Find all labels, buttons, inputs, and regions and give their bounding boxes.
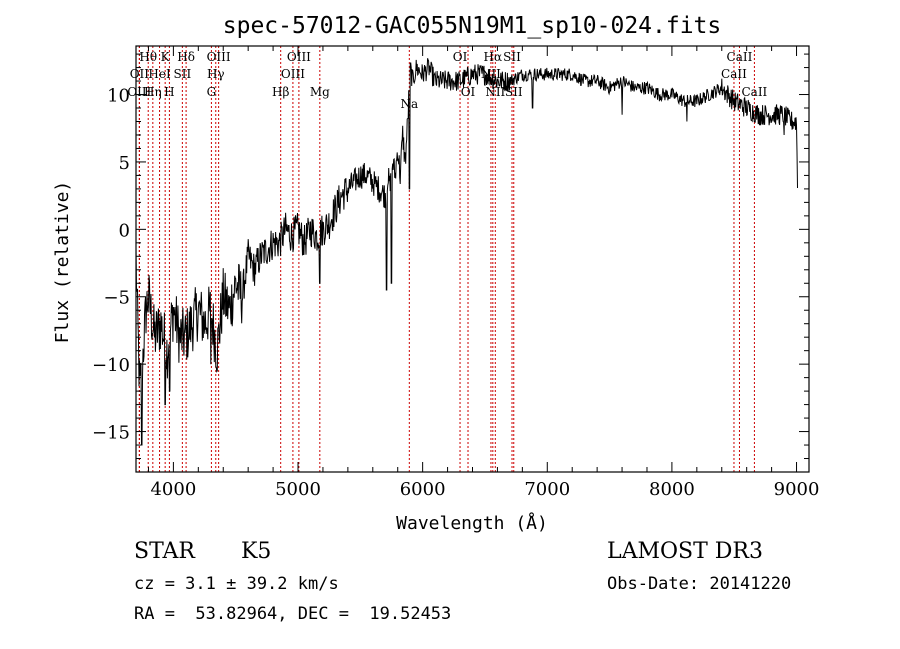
line-marker-label: Na <box>400 97 418 111</box>
cz-value: cz = 3.1 ± 39.2 km/s <box>134 574 339 594</box>
line-marker-label: OIII <box>127 85 151 99</box>
x-tick-label: 6000 <box>400 479 446 500</box>
line-marker-label: CaII <box>741 85 767 99</box>
line-marker-label: G <box>207 85 217 99</box>
line-marker-label: K <box>161 50 171 64</box>
y-tick-label: 0 <box>119 220 130 241</box>
y-tick-label: −5 <box>103 288 130 309</box>
line-marker-label: Hα <box>484 50 503 64</box>
x-tick-label: 5000 <box>275 479 321 500</box>
line-marker-label: SII <box>505 85 523 99</box>
obs-date: Obs-Date: 20141220 <box>607 574 792 594</box>
x-tick-label: 7000 <box>524 479 570 500</box>
line-marker-label: OI <box>461 85 476 99</box>
line-markers <box>138 46 755 472</box>
line-marker-label: Hγ <box>207 67 225 81</box>
line-marker-label: CaII <box>721 67 747 81</box>
line-marker-label: Mg <box>310 85 330 99</box>
line-marker-label: SII <box>174 67 192 81</box>
line-marker-label: OIII <box>207 50 231 64</box>
line-marker-label: OI <box>453 50 468 64</box>
line-marker-label: OIII <box>281 67 305 81</box>
class-label: STAR <box>134 539 195 564</box>
ra-dec-value: RA = 53.82964, DEC = 19.52453 <box>134 604 452 624</box>
x-axis-ticks: 4000 5000 6000 7000 8000 9000 <box>147 46 820 500</box>
plot-frame <box>135 45 810 473</box>
line-marker-label: NII <box>481 67 501 81</box>
spectrum-line <box>135 58 798 446</box>
line-marker-label: HeI <box>148 67 171 81</box>
y-tick-label: −10 <box>92 355 130 376</box>
y-axis-label: Flux (relative) <box>52 181 73 344</box>
line-marker-label: Hθ <box>139 50 157 64</box>
x-tick-label: 4000 <box>150 479 196 500</box>
line-marker-label: H <box>164 85 174 99</box>
line-marker-label: NII <box>485 85 505 99</box>
survey-label: LAMOST DR3 <box>607 539 763 564</box>
y-axis-ticks: −15 −10 −5 0 5 10 <box>92 53 809 460</box>
line-marker-label: OII <box>130 67 150 81</box>
x-axis-label: Wavelength (Å) <box>396 512 548 534</box>
line-marker-label: OIII <box>287 50 311 64</box>
subclass-label: K5 <box>241 539 272 564</box>
line-marker-label: Hη <box>144 85 162 99</box>
chart-title: spec-57012-GAC055N19M1_sp10-024.fits <box>223 13 722 39</box>
line-marker-label: SII <box>503 50 521 64</box>
x-tick-label: 8000 <box>649 479 695 500</box>
line-marker-label: Hδ <box>177 50 195 64</box>
line-marker-label: CaII <box>727 50 753 64</box>
y-tick-label: 10 <box>107 86 130 107</box>
y-tick-label: −15 <box>92 423 130 444</box>
y-tick-label: 5 <box>119 153 130 174</box>
line-marker-label: Hβ <box>272 85 289 99</box>
x-tick-label: 9000 <box>774 479 820 500</box>
